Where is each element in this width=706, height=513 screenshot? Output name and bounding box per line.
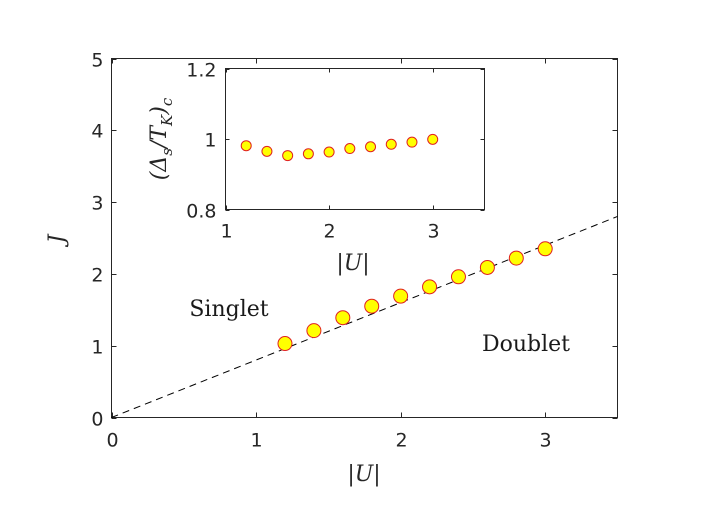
data-point: [240, 140, 252, 152]
data-point: [365, 141, 377, 153]
inset-y-label-part: (Δ: [147, 156, 172, 180]
inset-y-label-subscript: s: [158, 148, 176, 156]
data-point: [427, 133, 439, 145]
main-plot: 0 1 2 3 0 1 2 3 4 5 |U| J Singlet Doublet: [45, 50, 618, 487]
y-tick-label: 2: [91, 265, 103, 287]
inset-plot: 1 2 30.811.2 |U| (Δs/TK)c: [147, 60, 485, 276]
inset-x-axis-label: |U|: [336, 251, 369, 276]
x-tick-label: 3: [539, 430, 551, 452]
data-point: [323, 146, 335, 158]
y-tick-label: 1: [204, 130, 216, 152]
inset-data-points: [240, 133, 439, 162]
main-ticks: 0 1 2 3 0 1 2 3 4 5: [91, 50, 618, 452]
inset-y-label-part: /T: [147, 124, 172, 150]
data-point: [393, 288, 409, 304]
inset-y-label-subscript: c: [158, 97, 176, 106]
y-tick-label: 0: [91, 409, 103, 431]
data-point: [508, 250, 524, 266]
x-tick-label: 3: [427, 221, 439, 243]
y-tick-label: 5: [91, 50, 103, 72]
doublet-region-label: Doublet: [482, 332, 570, 357]
main-data-points: [277, 241, 553, 352]
data-point: [277, 336, 293, 352]
data-point: [422, 279, 438, 295]
data-point: [364, 298, 380, 314]
x-tick-label: 2: [323, 221, 335, 243]
y-tick-label: 4: [91, 121, 103, 143]
data-point: [335, 310, 351, 326]
data-point: [306, 323, 322, 339]
data-point: [450, 269, 466, 285]
x-tick-label: 2: [395, 430, 407, 452]
inset-background: [225, 68, 485, 210]
data-point: [282, 150, 294, 162]
y-tick-label: 0.8: [186, 201, 216, 223]
main-plot-frame: [111, 58, 618, 418]
data-point: [302, 148, 314, 160]
inset-y-label-part: ): [147, 106, 172, 116]
fit-line: [111, 215, 618, 418]
inset-ticks: 1 2 30.811.2: [186, 60, 485, 243]
data-point: [261, 145, 273, 157]
inset-y-axis-label: (Δs/TK)c: [147, 97, 176, 180]
data-point: [344, 143, 356, 155]
data-point: [537, 241, 553, 257]
singlet-region-label: Singlet: [189, 297, 268, 322]
inset-y-label-subscript: K: [158, 114, 176, 127]
y-tick-label: 3: [91, 193, 103, 215]
data-point: [406, 136, 418, 148]
x-tick-label: 1: [250, 430, 262, 452]
x-tick-label: 0: [106, 430, 118, 452]
data-point: [385, 138, 397, 150]
y-tick-label: 1: [91, 337, 103, 359]
x-tick-label: 1: [220, 221, 232, 243]
y-tick-label: 1.2: [186, 60, 216, 82]
main-y-axis-label: J: [45, 233, 70, 247]
data-point: [479, 259, 495, 275]
main-x-axis-label: |U|: [347, 462, 380, 487]
